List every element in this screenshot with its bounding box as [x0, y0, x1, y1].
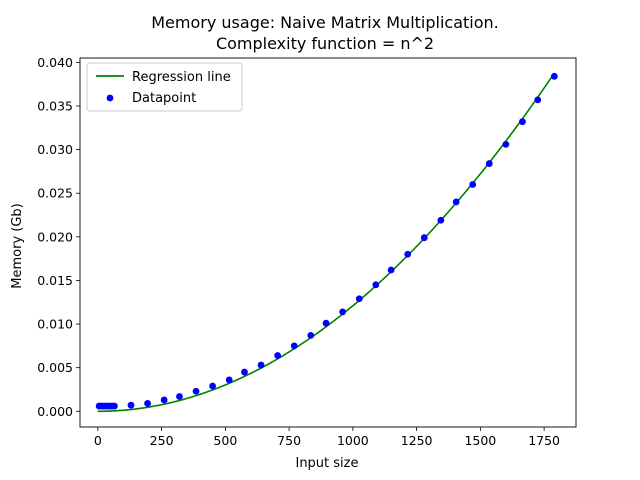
datapoint-17 — [290, 342, 298, 350]
regression-line — [97, 72, 555, 413]
x-tick-label: 1250 — [401, 433, 433, 448]
x-tick-label: 250 — [150, 433, 174, 448]
x-tick-label: 0 — [94, 433, 102, 448]
chart-title: Memory usage: Naive Matrix Multiplicatio… — [151, 13, 498, 32]
datapoint-26 — [437, 216, 445, 224]
y-tick-label: 0.005 — [37, 360, 73, 375]
y-tick-label: 0.015 — [37, 273, 73, 288]
datapoint-30 — [502, 140, 510, 148]
axes-frame — [79, 57, 577, 428]
plot-area: 0 250 500 750 1000 1250 1500 1750 0.000 0.005 0.01… — [37, 55, 577, 448]
legend-label-datapoint: Datapoint — [132, 91, 196, 106]
datapoint-33 — [550, 72, 558, 80]
datapoint-13 — [225, 376, 233, 384]
y-tick-label: 0.030 — [37, 142, 73, 157]
datapoint-15 — [257, 361, 265, 369]
x-tick-label: 500 — [213, 433, 237, 448]
legend-label-regression: Regression line — [132, 70, 231, 85]
datapoint-20 — [339, 308, 347, 316]
datapoint-23 — [387, 266, 395, 274]
legend-dot-swatch — [106, 94, 114, 102]
datapoint-8 — [144, 400, 151, 407]
datapoint-19 — [322, 319, 330, 327]
datapoint-31 — [519, 118, 526, 126]
y-tick-label: 0.035 — [37, 98, 73, 113]
datapoint-27 — [452, 198, 460, 206]
x-tick-label: 750 — [277, 433, 301, 448]
datapoint-11 — [192, 387, 200, 395]
legend-frame — [86, 62, 243, 112]
chart-subtitle: Complexity function = n^2 — [216, 34, 434, 53]
datapoint-25 — [420, 234, 428, 242]
datapoint-21 — [355, 295, 363, 303]
datapoint-18 — [307, 332, 315, 339]
datapoint-22 — [372, 281, 380, 289]
datapoint-29 — [485, 160, 493, 167]
y-tick-label: 0.010 — [37, 317, 73, 332]
datapoint-16 — [274, 352, 282, 359]
datapoint-10 — [176, 393, 183, 400]
datapoint-14 — [241, 368, 248, 376]
datapoint-9 — [160, 396, 168, 404]
legend: Regression line Datapoint — [86, 62, 243, 112]
y-tick-label: 0.040 — [37, 55, 73, 70]
datapoint-32 — [534, 96, 542, 104]
y-tick-label: 0.025 — [37, 186, 73, 201]
datapoint-6 — [111, 402, 118, 410]
datapoint-28 — [469, 181, 477, 188]
datapoint-7 — [127, 401, 135, 409]
datapoint-24 — [404, 250, 412, 258]
y-axis-label: Memory (Gb) — [10, 203, 25, 288]
y-tick-label: 0.000 — [37, 404, 73, 419]
y-tick-label: 0.020 — [37, 229, 73, 244]
x-tick-label: 1750 — [528, 433, 560, 448]
x-tick-label: 1500 — [464, 433, 496, 448]
x-tick-label: 1000 — [337, 433, 369, 448]
x-axis-label: Input size — [295, 456, 358, 471]
datapoint-12 — [209, 382, 217, 390]
